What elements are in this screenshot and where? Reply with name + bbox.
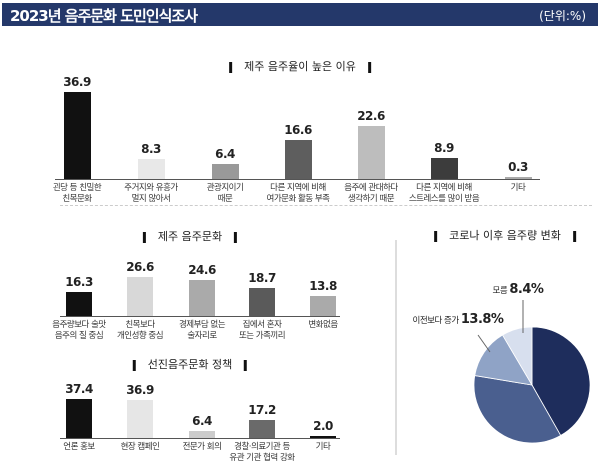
value-label: 6.4 xyxy=(192,414,212,429)
bar xyxy=(504,177,532,179)
category-label: 변화없음 xyxy=(308,320,338,330)
page-title: 2023년 음주문화 도민인식조사 xyxy=(10,7,198,25)
category-label: 집에서 혼자 또는 가족끼리 xyxy=(238,320,286,341)
value-label: 18.7 xyxy=(248,271,276,286)
pie-category: 이전보다 증가 xyxy=(412,316,460,326)
pie-value: 8.4% xyxy=(509,282,544,297)
pie-category: 변화 없음 xyxy=(547,360,579,370)
bar xyxy=(249,288,275,316)
pie-category: 모름 xyxy=(492,286,508,296)
chart-title: 제주 음주문화 xyxy=(131,228,249,244)
baseline xyxy=(60,438,340,439)
category-label: 친목보다 개인성향 중심 xyxy=(116,320,164,341)
leader-line xyxy=(477,334,491,353)
bar xyxy=(310,435,336,438)
header-bar: 2023년 음주문화 도민인식조사 (단위:%) xyxy=(2,3,598,26)
bar xyxy=(127,276,153,316)
value-label: 24.6 xyxy=(188,262,216,277)
baseline xyxy=(60,316,340,317)
category-label: 음주량보다 술맛 음주의 질 중심 xyxy=(52,320,106,341)
divider-vertical xyxy=(395,240,397,455)
value-label: 26.6 xyxy=(126,259,154,274)
chart-title: 선진음주문화 정책 xyxy=(121,356,259,372)
category-label: 경제부담 없는 술자리로 xyxy=(178,320,226,341)
bar xyxy=(66,292,92,316)
value-label: 16.3 xyxy=(65,275,93,289)
value-label: 16.6 xyxy=(284,122,312,137)
bar xyxy=(284,139,312,179)
category-label: 음주에 관대하다 생각하기 때문 xyxy=(344,183,398,204)
pie-label: 이전보다 증가 13.8% xyxy=(413,311,504,330)
unit-label: (단위:%) xyxy=(539,9,586,23)
pie-value: 13.8% xyxy=(460,312,504,327)
pie-slice xyxy=(502,326,533,387)
bar xyxy=(211,163,239,179)
pie-slice xyxy=(474,334,533,386)
category-label: 괸당 등 친밀한 친목문화 xyxy=(52,183,102,204)
bar xyxy=(63,92,91,179)
category-label: 기타 xyxy=(315,442,331,452)
category-label: 기타 xyxy=(510,183,526,193)
value-label: 13.8 xyxy=(309,278,337,293)
chart-title: 코로나 이후 음주량 변화 xyxy=(422,227,588,243)
bar xyxy=(430,158,458,179)
pie-category: 이전보다 감소 xyxy=(489,395,537,405)
bar xyxy=(66,399,92,438)
category-label: 경찰·의료기관 등 유관 기관 협력 강화 xyxy=(229,442,295,463)
value-label: 8.3 xyxy=(141,142,161,157)
value-label: 36.9 xyxy=(63,75,91,89)
value-label: 2.0 xyxy=(313,418,333,433)
category-label: 언론 홍보 xyxy=(63,442,95,452)
baseline xyxy=(55,179,540,180)
pie-label: 이전보다 감소 35.5% xyxy=(489,391,537,428)
bar xyxy=(127,399,153,438)
category-label: 전문가 회의 xyxy=(182,442,222,452)
value-label: 22.6 xyxy=(357,108,385,123)
pie-label: 모름 8.4% xyxy=(493,281,544,300)
bar xyxy=(249,420,275,438)
value-label: 6.4 xyxy=(215,146,235,161)
value-label: 36.9 xyxy=(126,382,154,397)
chart-title: 제주 음주율이 높은 이유 xyxy=(217,58,383,74)
bar xyxy=(189,279,215,316)
bar xyxy=(189,431,215,438)
value-label: 8.9 xyxy=(434,141,454,156)
value-label: 37.4 xyxy=(65,382,93,396)
divider xyxy=(60,205,592,206)
category-label: 주거지와 유흥가 멀지 않아서 xyxy=(124,183,178,204)
bar xyxy=(137,159,165,179)
category-label: 관광지이기 때문 xyxy=(206,183,244,204)
pie-value: 41.4% xyxy=(541,375,585,390)
bar xyxy=(357,125,385,179)
value-label: 17.2 xyxy=(248,403,276,418)
category-label: 다른 지역에 비해 스트레스를 많이 받음 xyxy=(408,183,480,204)
pie-label: 변화 없음 41.4% xyxy=(542,356,585,393)
pie-value: 35.5% xyxy=(491,410,535,425)
bar xyxy=(310,295,336,316)
category-label: 현장 캠페인 xyxy=(120,442,160,452)
value-label: 0.3 xyxy=(508,160,528,174)
category-label: 다른 지역에 비해 여가문화 활동 부족 xyxy=(266,183,330,204)
